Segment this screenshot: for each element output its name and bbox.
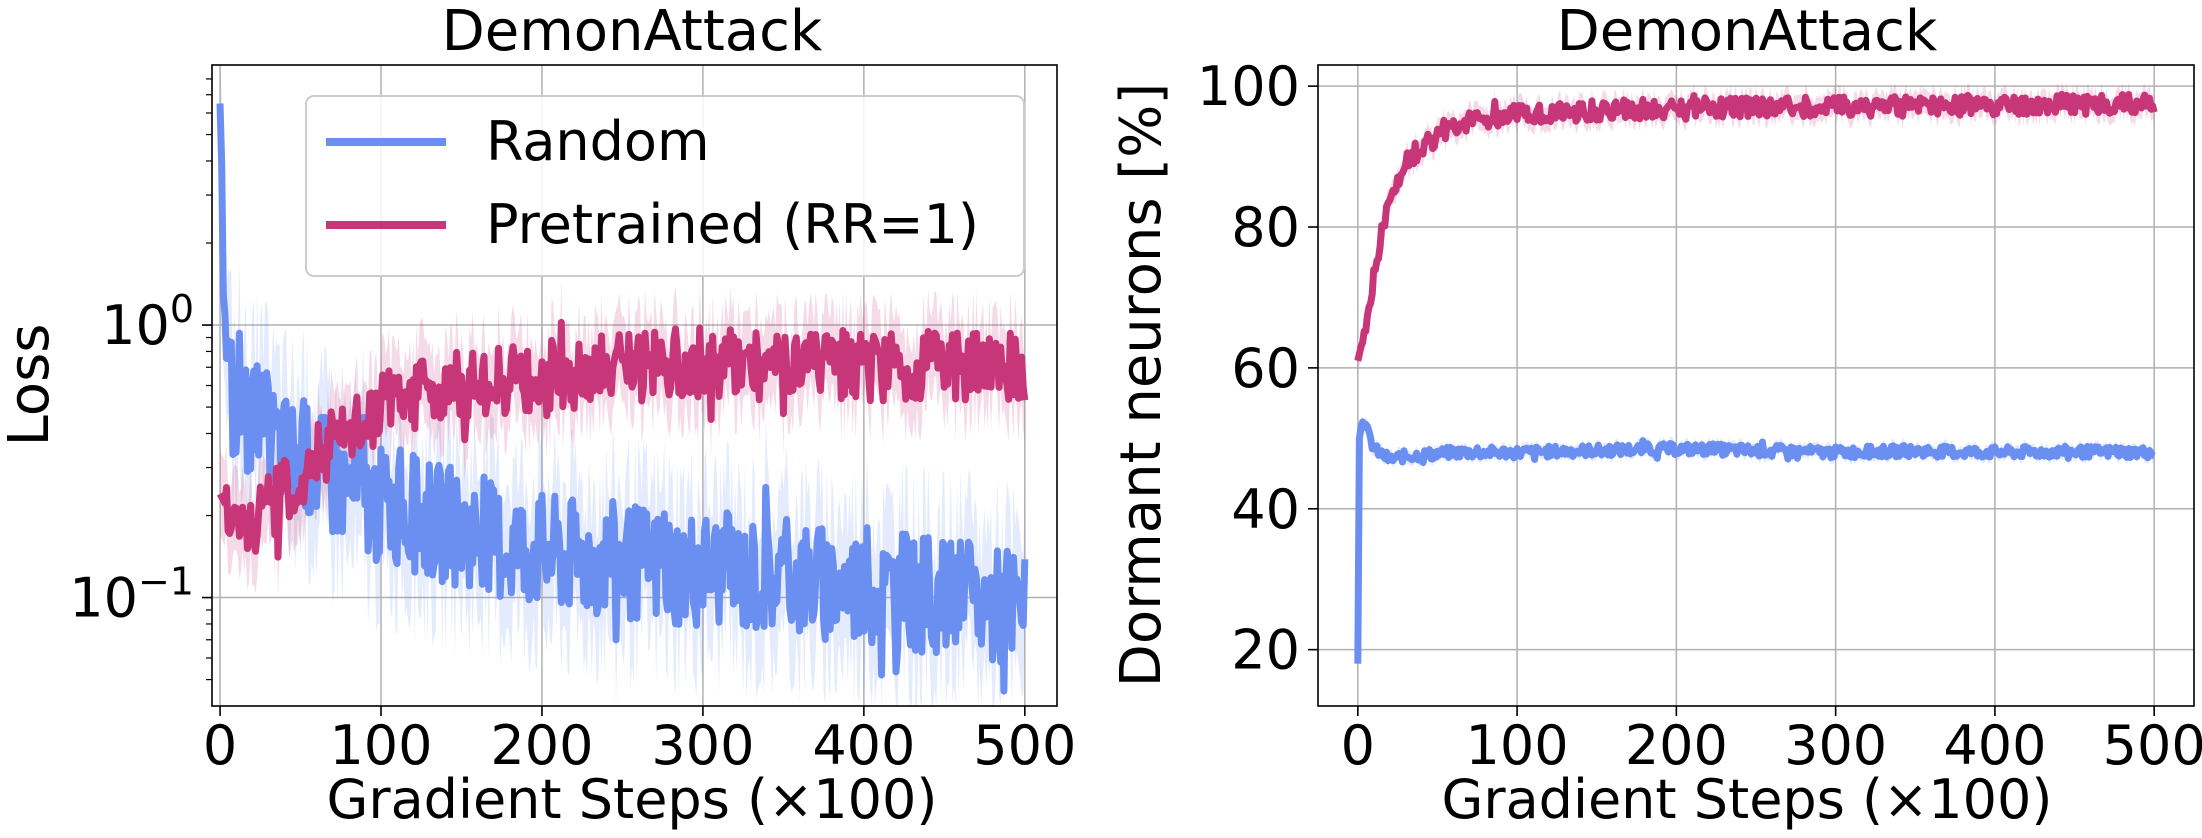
dormant-chart-title: DemonAttack: [1557, 0, 1938, 64]
dormant-chart-noise-bands: [1357, 82, 2155, 671]
dormant-chart-x-axis-label: Gradient Steps (×100): [1442, 768, 2053, 831]
loss-chart-ticks: 0 100 200 300 400 500 100 10−1: [69, 78, 1076, 777]
legend: Random Pretrained (RR=1): [305, 95, 1025, 277]
dormant-chart-grid: [1318, 65, 2194, 706]
x-tick-label: 100: [329, 714, 432, 777]
loss-chart-title: DemonAttack: [442, 0, 823, 64]
dormant-chart-y-axis-label: Dormant neurons [%]: [1109, 83, 1174, 687]
series-line-pretrained-rr-1-: [216, 318, 1029, 561]
x-tick-label: 400: [1943, 714, 2046, 777]
x-tick-label: 200: [490, 714, 593, 777]
series-line-random: [1354, 418, 2157, 664]
y-tick-label: 80: [1231, 196, 1300, 259]
loss-chart-x-axis-label: Gradient Steps (×100): [327, 768, 938, 831]
y-tick-label: 20: [1231, 619, 1300, 682]
y-tick-label: 60: [1231, 337, 1300, 400]
dormant-chart-lines: [1354, 90, 2158, 664]
series-line-pretrained-rr-1-: [1354, 90, 2158, 362]
x-tick-label: 200: [1625, 714, 1728, 777]
y-tick-label: 10−1: [69, 560, 194, 630]
y-tick-label: 100: [1197, 55, 1300, 118]
x-tick-label: 100: [1466, 714, 1569, 777]
y-tick-label: 40: [1231, 478, 1300, 541]
loss-chart: DemonAttack Gradient Steps (×100) Loss 0…: [0, 0, 1076, 831]
x-tick-label: 300: [651, 714, 754, 777]
dormant-chart-ticks: 0 100 200 300 400 500 20 40 60 80 100: [1197, 55, 2202, 777]
x-tick-label: 300: [1784, 714, 1887, 777]
x-tick-label: 500: [2103, 714, 2202, 777]
x-tick-label: 0: [1341, 714, 1375, 777]
y-tick-label: 100: [101, 287, 194, 357]
x-tick-label: 500: [973, 714, 1076, 777]
loss-chart-y-axis-label: Loss: [0, 324, 62, 447]
legend-label-pretrained: Pretrained (RR=1): [486, 193, 979, 256]
legend-box: [305, 95, 1025, 277]
legend-label-random: Random: [486, 110, 710, 173]
loss-chart-lines: [216, 103, 1029, 695]
dormant-chart-frame: [1317, 64, 2195, 707]
series-line-random: [216, 103, 1029, 695]
dormant-chart: DemonAttack Gradient Steps (×100) Dorman…: [1109, 0, 2202, 831]
x-tick-label: 0: [203, 714, 237, 777]
x-tick-label: 400: [812, 714, 915, 777]
